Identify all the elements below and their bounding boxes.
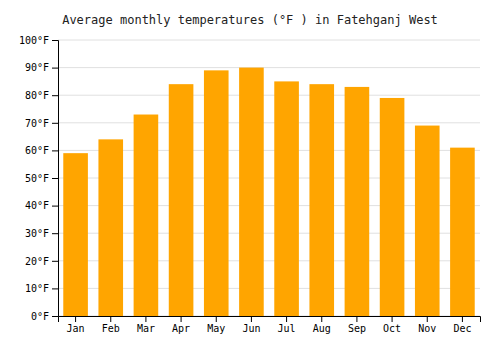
x-tick-mark	[462, 316, 463, 322]
x-tick: Dec	[453, 316, 471, 334]
y-tick: 0°F	[31, 311, 58, 322]
x-tick-label: Dec	[453, 323, 471, 334]
y-tick-mark	[52, 233, 58, 234]
bar	[134, 115, 159, 316]
x-tick: Feb	[102, 316, 120, 334]
title: Average monthly temperatures (°F ) in Fa…	[62, 13, 438, 27]
y-tick: 10°F	[25, 283, 58, 294]
bar	[380, 98, 405, 316]
bar	[98, 139, 123, 316]
y-axis: 0°F 10°F 20°F 30°F 40°F 50°F 60°F 70°F 80°F 90°F 1…	[19, 35, 59, 322]
bar	[415, 126, 440, 316]
y-tick: 50°F	[25, 173, 58, 184]
grid	[58, 40, 480, 316]
x-tick-mark	[392, 316, 393, 322]
x-tick-label: Sep	[348, 323, 366, 334]
y-tick-label: 60°F	[25, 145, 49, 156]
x-tick-mark	[356, 316, 357, 322]
bar	[274, 81, 299, 316]
x-tick-mark	[75, 316, 76, 322]
x-tick: Oct	[383, 316, 401, 334]
x-tick: Nov	[418, 316, 436, 334]
y-tick-mark	[52, 95, 58, 96]
x-tick: Sep	[348, 316, 366, 334]
y-tick: 90°F	[25, 62, 58, 73]
y-tick: 20°F	[25, 256, 58, 267]
y-tick-mark	[52, 206, 58, 207]
y-tick-label: 100°F	[19, 35, 49, 46]
y-tick-mark	[52, 40, 58, 41]
y-tick-mark	[52, 123, 58, 124]
x-tick-mark	[110, 316, 111, 322]
x-tick-label: Nov	[418, 323, 436, 334]
x-tick-mark	[251, 316, 252, 322]
y-tick-mark	[52, 178, 58, 179]
y-tick-label: 80°F	[25, 90, 49, 101]
bar	[309, 84, 334, 316]
x-tick-mark	[181, 316, 182, 322]
x-tick: Apr	[172, 316, 190, 334]
x-tick: Jan	[67, 316, 85, 334]
x-tick-label: Apr	[172, 323, 190, 334]
x-tick: May	[207, 316, 225, 334]
grid-line	[58, 122, 480, 123]
x-tick-label: Jun	[242, 323, 260, 334]
x-tick-mark	[321, 316, 322, 322]
x-tick-label: Mar	[137, 323, 155, 334]
bar	[63, 153, 88, 316]
x-tick-label: Oct	[383, 323, 401, 334]
bar	[204, 70, 229, 316]
bar	[450, 148, 475, 316]
y-tick-label: 90°F	[25, 62, 49, 73]
y-tick-mark	[52, 288, 58, 289]
x-tick-mark	[286, 316, 287, 322]
x-tick-label: Jan	[67, 323, 85, 334]
y-tick-mark	[52, 68, 58, 69]
y-axis-line	[52, 41, 59, 317]
y-tick: 40°F	[25, 200, 58, 211]
y-tick-mark	[52, 261, 58, 262]
x-tick-mark	[216, 316, 217, 322]
x-axis: Jan Feb Mar Apr May Jun Jul Aug Sep Oct Nov Dec	[59, 316, 481, 334]
y-tick: 100°F	[19, 35, 58, 46]
y-tick: 70°F	[25, 118, 58, 129]
y-tick-label: 50°F	[25, 173, 49, 184]
y-tick: 30°F	[25, 228, 58, 239]
y-tick-mark	[52, 316, 58, 317]
y-tick-label: 30°F	[25, 228, 49, 239]
x-tick-label: Feb	[102, 323, 120, 334]
x-axis-line	[59, 317, 481, 323]
y-tick-label: 40°F	[25, 200, 49, 211]
x-tick-mark	[145, 316, 146, 322]
x-tick: Aug	[313, 316, 331, 334]
grid-line	[58, 40, 480, 41]
bar	[169, 84, 194, 316]
x-tick: Jul	[278, 316, 296, 334]
x-tick-label: May	[207, 323, 225, 334]
y-tick-label: 20°F	[25, 256, 49, 267]
x-tick: Jun	[242, 316, 260, 334]
y-tick: 80°F	[25, 90, 58, 101]
x-tick-label: Aug	[313, 323, 331, 334]
x-tick-label: Jul	[278, 323, 296, 334]
bar	[345, 87, 370, 316]
y-tick-label: 10°F	[25, 283, 49, 294]
bars	[63, 68, 474, 316]
grid-line	[58, 95, 480, 96]
chart: 0°F 10°F 20°F 30°F 40°F 50°F 60°F 70°F 80°F 90°F 1…	[0, 0, 500, 350]
bar	[239, 68, 264, 316]
x-tick-mark	[427, 316, 428, 322]
grid-line	[58, 67, 480, 68]
y-tick-mark	[52, 150, 58, 151]
y-tick: 60°F	[25, 145, 58, 156]
x-tick: Mar	[137, 316, 155, 334]
y-tick-label: 0°F	[31, 311, 49, 322]
y-tick-label: 70°F	[25, 118, 49, 129]
plot: 0°F 10°F 20°F 30°F 40°F 50°F 60°F 70°F 80°F 90°F 1…	[19, 35, 481, 334]
